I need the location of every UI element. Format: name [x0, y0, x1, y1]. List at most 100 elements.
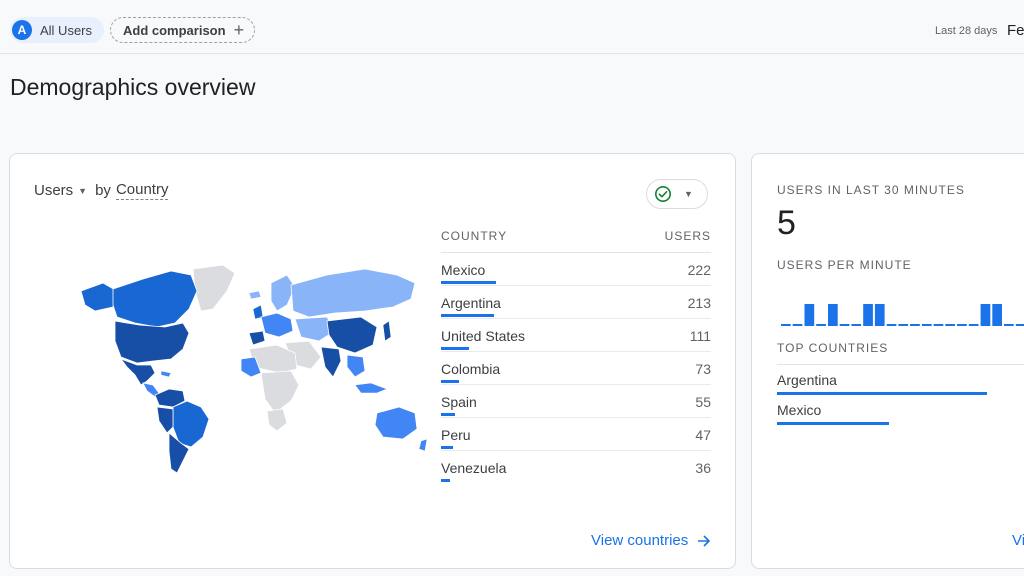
check-circle-icon [654, 185, 672, 203]
per-minute-bar [816, 324, 826, 326]
per-minute-bar [804, 304, 815, 326]
top-country-row[interactable]: Mexico [777, 402, 1024, 425]
map-region-indonesia [354, 382, 388, 394]
map-region-brazil [172, 400, 210, 448]
table-row[interactable]: Peru 47 [441, 418, 711, 451]
caret-down-icon[interactable]: ▼ [78, 185, 88, 196]
add-comparison-button[interactable]: Add comparison + [110, 17, 256, 43]
top-country-share-bar [777, 392, 987, 395]
per-minute-bar [992, 304, 1002, 326]
view-countries-label: View countries [591, 532, 689, 549]
map-region-alaska [80, 282, 118, 312]
date-range-label[interactable]: Last 28 days [935, 25, 998, 37]
country-name[interactable]: Peru [441, 427, 471, 443]
users-value: 111 [689, 328, 711, 344]
map-region-australia [374, 406, 418, 440]
view-countries-link[interactable]: View countries [591, 532, 711, 549]
plus-icon: + [233, 20, 245, 40]
country-name[interactable]: Venezuela [441, 460, 507, 476]
map-region-greenland [192, 264, 236, 312]
map-region-central-africa [260, 370, 300, 414]
map-region-usa [114, 320, 190, 364]
per-minute-bar [886, 324, 897, 326]
users-per-minute-chart [781, 304, 1024, 326]
map-region-spain [248, 330, 266, 346]
dimension-label[interactable]: Country [115, 181, 169, 200]
users-value: 47 [695, 427, 711, 443]
map-region-west-africa [240, 356, 262, 378]
per-minute-bar [898, 324, 909, 326]
per-minute-bar [1015, 324, 1024, 326]
per-minute-bar [957, 324, 967, 326]
country-name[interactable]: Colombia [441, 361, 501, 377]
map-region-china [326, 316, 378, 354]
users-by-country-card: Users ▼ by Country ▼ [9, 153, 736, 569]
table-row[interactable]: Argentina 213 [441, 286, 711, 319]
users-value: 213 [687, 295, 711, 311]
table-row[interactable]: Mexico 222 [441, 253, 711, 286]
map-region-colombia-venezuela [154, 388, 186, 408]
table-row[interactable]: Colombia 73 [441, 352, 711, 385]
map-region-scandinavia [270, 274, 296, 312]
per-minute-bar [874, 304, 885, 326]
map-region-se-asia [346, 354, 366, 378]
top-bar: A All Users Add comparison + Last 28 day… [0, 0, 1024, 54]
country-name[interactable]: Mexico [441, 262, 486, 278]
realtime-users-value: 5 [777, 204, 796, 242]
users-share-bar [441, 413, 455, 416]
realtime-card: USERS IN LAST 30 MINUTES 5 USERS PER MIN… [751, 153, 1024, 569]
col-country-header[interactable]: COUNTRY [441, 229, 508, 243]
top-country-name: Argentina [777, 372, 837, 388]
country-table-header: COUNTRY USERS [441, 229, 711, 253]
per-minute-bar [851, 324, 862, 326]
per-minute-bar [863, 304, 873, 326]
map-region-peru [156, 406, 174, 434]
table-row[interactable]: Venezuela 36 [441, 451, 711, 484]
date-range-value[interactable]: Fe [1007, 22, 1024, 39]
realtime-title: USERS IN LAST 30 MINUTES [777, 183, 965, 197]
add-comparison-label: Add comparison [123, 22, 226, 38]
per-minute-bar [921, 324, 932, 326]
top-countries-label: TOP COUNTRIES [777, 341, 889, 355]
map-region-west-europe [260, 312, 294, 338]
per-minute-bar [910, 324, 920, 326]
top-countries-divider [777, 364, 1024, 365]
users-share-bar [441, 314, 494, 317]
table-row[interactable]: United States 111 [441, 319, 711, 352]
insights-check-button[interactable]: ▼ [646, 179, 708, 209]
users-share-bar [441, 479, 450, 482]
top-country-row[interactable]: Argentina [777, 372, 1024, 395]
country-name[interactable]: Argentina [441, 295, 501, 311]
map-region-iceland [248, 290, 262, 300]
country-table-body: Mexico 222 Argentina 213 United States 111 Col… [441, 253, 711, 484]
users-share-bar [441, 281, 496, 284]
metric-selector[interactable]: Users [34, 182, 74, 199]
per-minute-bar [933, 324, 944, 326]
view-realtime-link[interactable]: Vi [1012, 532, 1024, 549]
card-title: Users ▼ by Country [34, 181, 169, 200]
per-minute-bar [945, 324, 955, 326]
table-row[interactable]: Spain 55 [441, 385, 711, 418]
map-region-south-africa [266, 408, 288, 432]
per-minute-bar [781, 324, 791, 326]
users-share-bar [441, 446, 453, 449]
users-value: 36 [695, 460, 711, 476]
segment-label: All Users [40, 22, 93, 38]
map-region-india [320, 346, 342, 378]
all-users-segment-chip[interactable]: A All Users [10, 17, 105, 43]
per-minute-bar [792, 324, 803, 326]
users-value: 222 [687, 262, 711, 278]
dimension-prefix: by [95, 182, 111, 199]
users-value: 73 [695, 361, 711, 377]
top-country-share-bar [777, 422, 889, 425]
map-region-canada [112, 270, 198, 328]
page-title: Demographics overview [10, 74, 256, 100]
users-share-bar [441, 380, 459, 383]
users-per-minute-label: USERS PER MINUTE [777, 258, 912, 272]
map-region-argentina [168, 432, 190, 474]
col-users-header[interactable]: USERS [664, 229, 711, 243]
per-minute-bar [980, 304, 991, 326]
country-name[interactable]: Spain [441, 394, 477, 410]
map-region-japan [382, 320, 392, 342]
country-name[interactable]: United States [441, 328, 526, 344]
